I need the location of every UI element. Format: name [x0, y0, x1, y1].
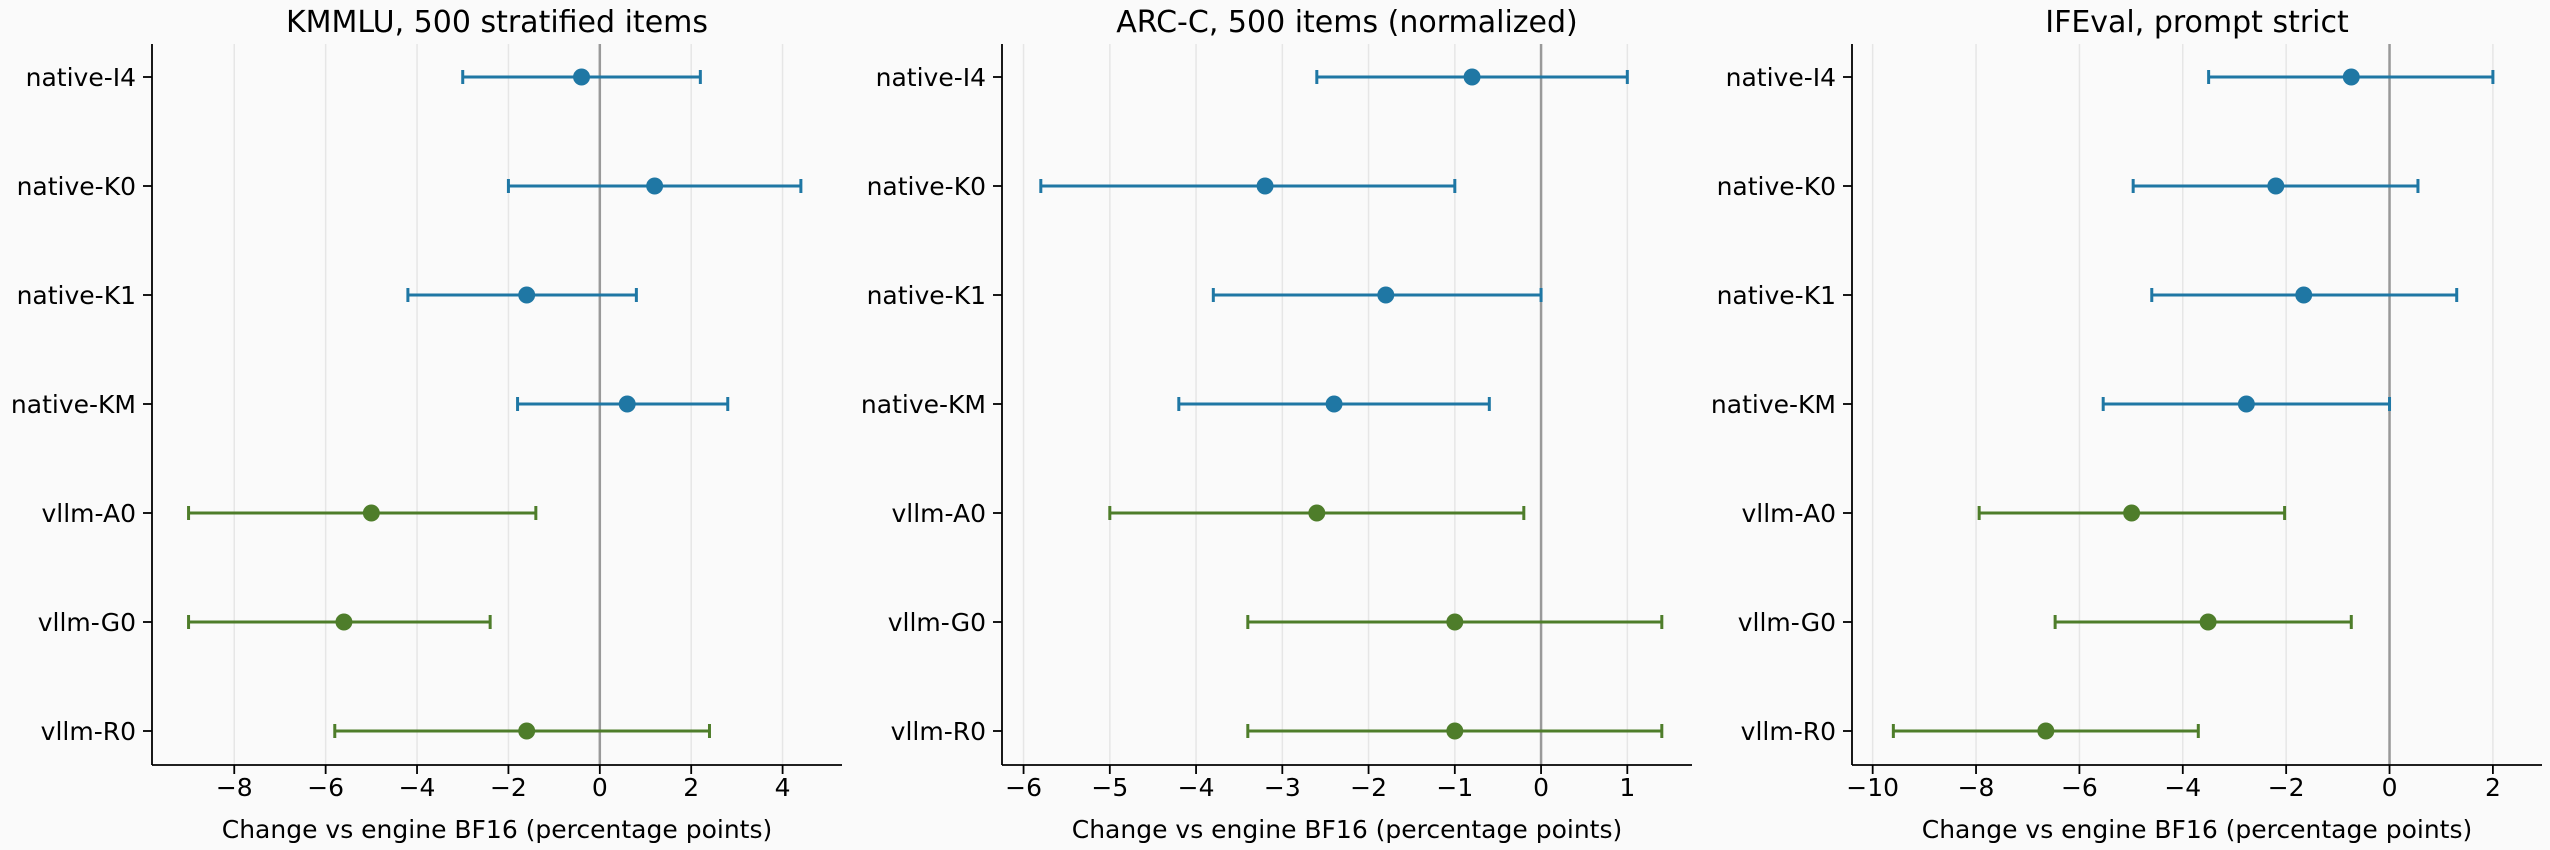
x-tick-label: 0	[592, 773, 608, 802]
y-tick-label: native-KM	[861, 390, 986, 419]
x-tick-label: 4	[775, 773, 791, 802]
x-tick-label: 2	[683, 773, 699, 802]
x-tick-label: −10	[1846, 773, 1899, 802]
x-tick-label: 2	[2485, 773, 2501, 802]
x-tick-label: −6	[307, 773, 344, 802]
y-tick-label: native-K1	[867, 281, 986, 310]
y-tick-label: native-KM	[11, 390, 136, 419]
y-tick-label: native-I4	[876, 63, 986, 92]
x-axis-label: Change vs engine BF16 (percentage points…	[222, 815, 773, 844]
y-tick-label: vllm-G0	[888, 608, 986, 637]
data-point	[2342, 68, 2360, 86]
y-tick-label: vllm-G0	[1738, 608, 1836, 637]
data-point	[518, 722, 536, 740]
x-axis-label: Change vs engine BF16 (percentage points…	[1072, 815, 1623, 844]
x-tick-label: −6	[1005, 773, 1042, 802]
y-tick-label: vllm-R0	[1741, 717, 1836, 746]
y-tick-label: native-K1	[1717, 281, 1836, 310]
x-tick-label: −2	[490, 773, 527, 802]
data-point	[335, 613, 353, 631]
data-point	[362, 504, 380, 522]
x-tick-label: −2	[1350, 773, 1387, 802]
data-point	[2267, 177, 2285, 195]
x-tick-label: −3	[1264, 773, 1301, 802]
y-tick-label: native-K1	[17, 281, 136, 310]
x-tick-label: −6	[2061, 773, 2098, 802]
y-tick-label: vllm-A0	[1741, 499, 1836, 528]
y-tick-label: vllm-R0	[41, 717, 136, 746]
y-tick-label: vllm-A0	[41, 499, 136, 528]
x-tick-label: −5	[1091, 773, 1128, 802]
data-point	[1256, 177, 1274, 195]
y-tick-label: native-K0	[867, 172, 986, 201]
panel-1: KMMLU, 500 stratified items −8 −6 −4 −2 0 2 4Ch…	[11, 5, 842, 844]
data-point	[2237, 395, 2255, 413]
data-point	[618, 395, 636, 413]
x-tick-label: 1	[1619, 773, 1635, 802]
y-tick-label: native-KM	[1711, 390, 1836, 419]
x-tick-label: −8	[216, 773, 253, 802]
chart-title: ARC-C, 500 items (normalized)	[1116, 5, 1578, 40]
data-point	[2295, 286, 2313, 304]
data-point	[2037, 722, 2055, 740]
y-tick-label: native-I4	[1726, 63, 1836, 92]
data-point	[573, 68, 591, 86]
data-point	[2199, 613, 2217, 631]
y-tick-label: vllm-A0	[891, 499, 986, 528]
x-tick-label: −8	[1958, 773, 1995, 802]
y-tick-label: vllm-G0	[38, 608, 136, 637]
x-tick-label: −2	[2268, 773, 2305, 802]
x-tick-label: −4	[1178, 773, 1215, 802]
x-tick-label: 0	[2382, 773, 2398, 802]
panel-2: ARC-C, 500 items (normalized) −6 −5 −4 −3 −2 −…	[861, 5, 1692, 844]
data-point	[1446, 722, 1464, 740]
chart-title: KMMLU, 500 stratified items	[286, 5, 708, 40]
data-point	[1308, 504, 1326, 522]
data-point	[518, 286, 536, 304]
y-tick-label: native-K0	[1717, 172, 1836, 201]
y-tick-label: native-I4	[26, 63, 136, 92]
data-point	[1463, 68, 1481, 86]
x-tick-label: −4	[399, 773, 436, 802]
data-point	[646, 177, 664, 195]
chart-title: IFEval, prompt strict	[2045, 5, 2349, 40]
x-tick-label: −4	[2164, 773, 2201, 802]
data-point	[2123, 504, 2141, 522]
x-tick-label: −1	[1436, 773, 1473, 802]
data-point	[1377, 286, 1395, 304]
x-axis-label: Change vs engine BF16 (percentage points…	[1922, 815, 2473, 844]
data-point	[1325, 395, 1343, 413]
y-tick-label: vllm-R0	[891, 717, 986, 746]
panel-3: IFEval, prompt strict −10 −8 −6 −4 −2 0 2 Change…	[1711, 5, 2542, 844]
x-tick-label: 0	[1533, 773, 1549, 802]
y-tick-label: native-K0	[17, 172, 136, 201]
data-point	[1446, 613, 1464, 631]
